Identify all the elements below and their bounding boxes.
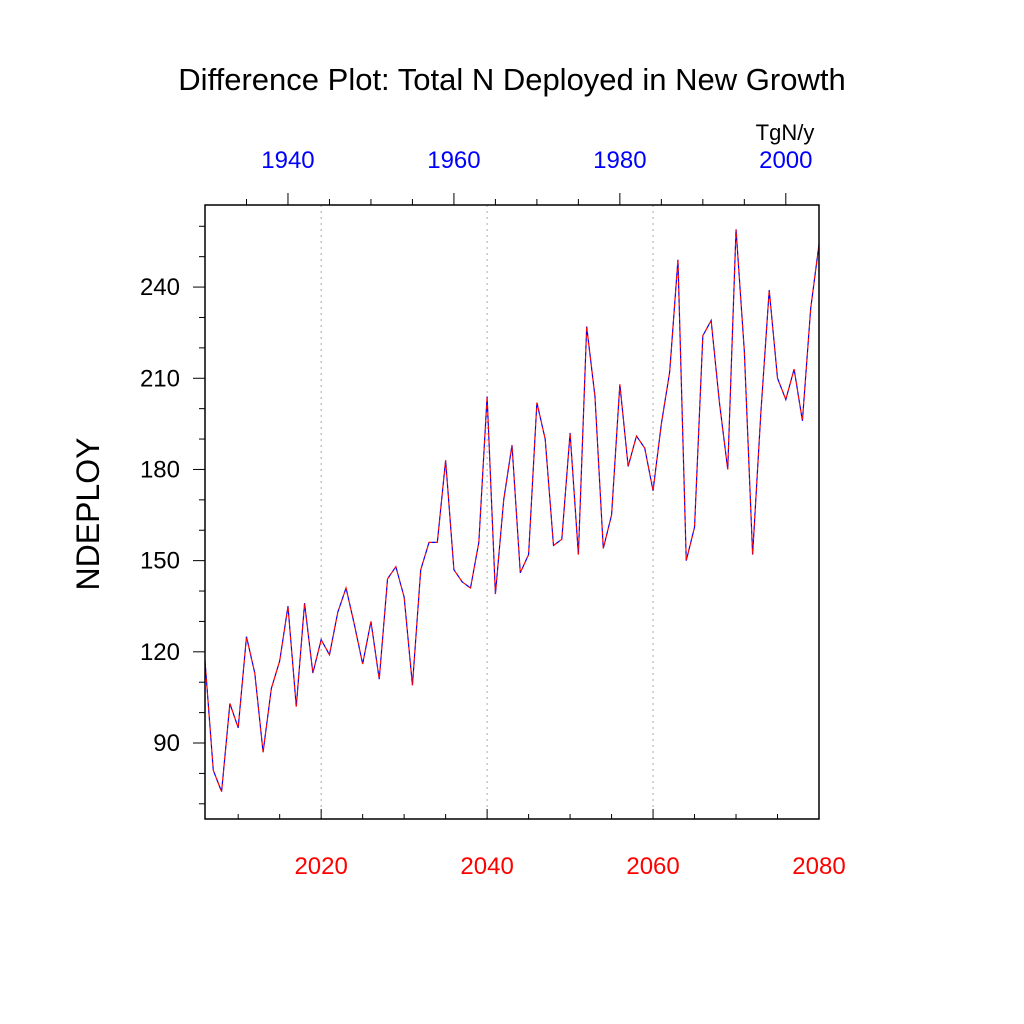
y-tick-label: 90 (153, 730, 180, 757)
series-layer (204, 229, 820, 792)
series-line-blue (204, 229, 820, 792)
y-tick-label: 150 (140, 548, 180, 575)
plot-frame (204, 204, 820, 820)
y-tick-label: 180 (140, 456, 180, 483)
y-axis-label: NDEPLOY (70, 438, 106, 591)
axis-ticks (193, 193, 820, 819)
y-tick-label: 210 (140, 365, 180, 392)
x-bottom-tick-label: 2020 (294, 853, 347, 880)
chart-title: Difference Plot: Total N Deployed in New… (178, 62, 845, 97)
grid-lines (320, 205, 654, 819)
x-top-tick-label: 1940 (261, 147, 314, 174)
x-bottom-tick-label: 2040 (460, 853, 513, 880)
tick-labels: 2020 2040 2060 2080 1940 1960 1980 2000 90 120 150… (140, 147, 846, 880)
y-tick-label: 120 (140, 639, 180, 666)
y-tick-label: 240 (140, 274, 180, 301)
x-top-tick-label: 1980 (593, 147, 646, 174)
x-top-tick-label: 1960 (427, 147, 480, 174)
x-bottom-tick-label: 2080 (792, 853, 845, 880)
units-label: TgN/y (756, 120, 815, 145)
x-bottom-tick-label: 2060 (626, 853, 679, 880)
series-line-red (204, 229, 820, 792)
x-top-tick-label: 2000 (759, 147, 812, 174)
